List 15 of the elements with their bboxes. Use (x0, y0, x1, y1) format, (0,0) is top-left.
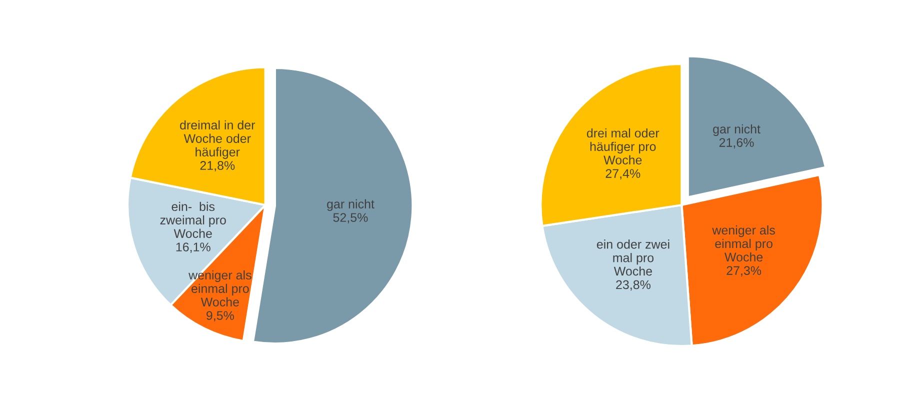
data-label: 9,5% (206, 311, 234, 322)
data-label: 21,8% (200, 161, 235, 172)
slice-label: ein oder zwei mal pro Woche (596, 240, 670, 276)
data-label: 27,3% (726, 266, 762, 276)
slice-label: ein- bis zweimal pro Woche (160, 202, 226, 238)
data-label: 21,6% (719, 138, 754, 148)
slice-label: drei mal oder häufiger pro Woche (586, 128, 660, 164)
slice-label: weniger als einmal pro Woche (712, 225, 775, 262)
slice-label: gar nicht (327, 199, 374, 211)
data-label: 52,5% (333, 213, 368, 224)
data-label: 23,8% (616, 280, 650, 291)
slice-label: dreimal in der Woche oder häufiger (180, 120, 256, 159)
data-label: 16,1% (176, 242, 210, 253)
data-label: 27,4% (606, 169, 640, 180)
slice-label: gar nicht (713, 124, 760, 136)
